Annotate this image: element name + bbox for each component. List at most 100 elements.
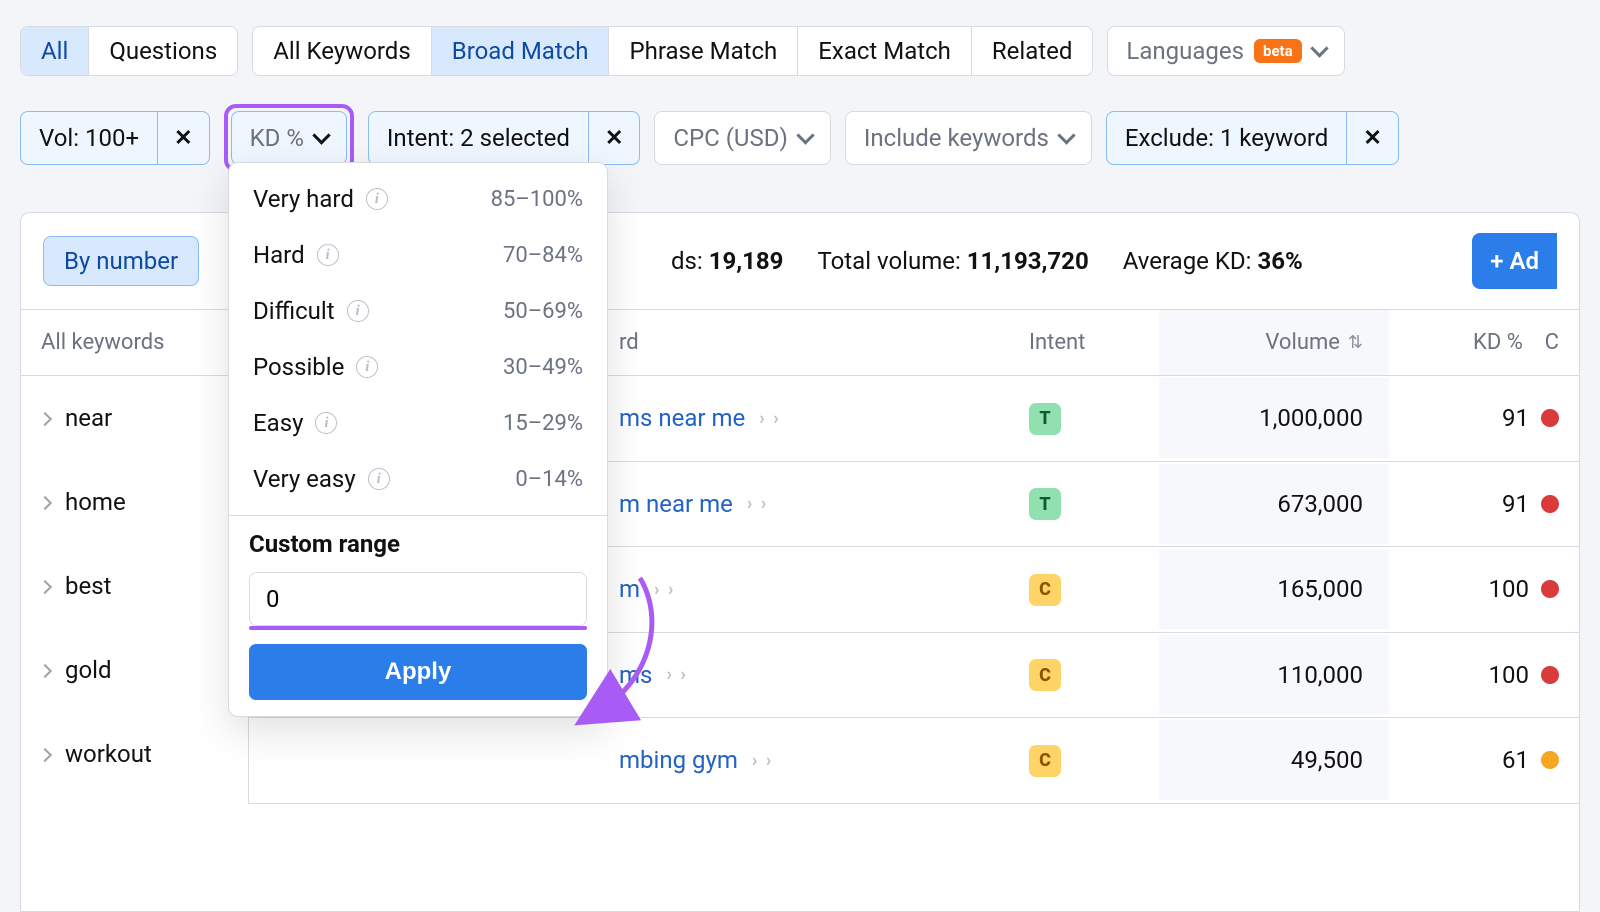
custom-range-from[interactable] <box>250 573 587 625</box>
cell-volume: 49,500 <box>1159 720 1389 800</box>
kd-option-name: Difficult i <box>253 297 369 325</box>
tab-questions[interactable]: Questions <box>89 27 237 75</box>
sidebar-item-label: best <box>65 572 111 600</box>
cell-kd: 100 <box>1389 549 1579 629</box>
kd-dropdown: Very hard i 85–100% Hard i 70–84% Diffic… <box>228 162 608 717</box>
filter-volume-clear[interactable]: ✕ <box>157 112 208 164</box>
info-icon[interactable]: i <box>366 188 388 210</box>
filter-kd[interactable]: KD % <box>231 111 347 165</box>
cell-kd: 91 <box>1389 464 1579 544</box>
col-kd[interactable]: KD % C <box>1389 310 1579 375</box>
cell-intent: C <box>1019 633 1159 718</box>
tab-by-number[interactable]: By number <box>43 236 199 286</box>
col-intent[interactable]: Intent <box>1019 310 1159 375</box>
kd-option-range: 30–49% <box>503 355 583 380</box>
custom-range-label: Custom range <box>249 530 587 558</box>
filter-intent-clear[interactable]: ✕ <box>588 112 639 164</box>
kd-option-range: 15–29% <box>503 411 583 436</box>
chevron-right-icon <box>41 413 51 423</box>
filter-volume[interactable]: Vol: 100+ ✕ <box>20 111 210 165</box>
col-volume[interactable]: Volume ⇅ <box>1159 310 1389 375</box>
sidebar-item[interactable]: gold <box>21 628 248 712</box>
info-icon[interactable]: i <box>315 412 337 434</box>
sidebar-item[interactable]: home <box>21 460 248 544</box>
filter-exclude[interactable]: Exclude: 1 keyword ✕ <box>1106 111 1399 165</box>
cell-volume: 110,000 <box>1159 635 1389 715</box>
kd-option-name: Very hard i <box>253 185 388 213</box>
kd-dot-icon <box>1541 495 1559 513</box>
sort-desc-icon: ⇅ <box>1348 332 1363 353</box>
sidebar-groups: All keywords nearhomebestgoldworkout <box>21 309 249 804</box>
cell-kd: 100 <box>1389 635 1579 715</box>
kd-option[interactable]: Easy i 15–29% <box>229 395 607 451</box>
sidebar-item-label: near <box>65 404 112 432</box>
kd-option[interactable]: Possible i 30–49% <box>229 339 607 395</box>
intent-badge: T <box>1029 488 1061 520</box>
more-icon[interactable]: › › <box>752 750 773 771</box>
sidebar-item-label: home <box>65 488 126 516</box>
chevron-right-icon <box>41 581 51 591</box>
cell-volume: 1,000,000 <box>1159 378 1389 458</box>
more-icon[interactable]: › › <box>666 664 687 685</box>
cell-intent: C <box>1019 718 1159 803</box>
kd-dot-icon <box>1541 666 1559 684</box>
chevron-down-icon <box>1059 131 1073 145</box>
beta-badge: beta <box>1254 39 1302 63</box>
apply-button[interactable]: Apply <box>249 644 587 700</box>
add-button[interactable]: + Ad <box>1472 233 1557 289</box>
filter-exclude-label: Exclude: 1 keyword <box>1107 112 1346 164</box>
sidebar-item[interactable]: workout <box>21 712 248 796</box>
tab-phrase-match[interactable]: Phrase Match <box>609 27 798 75</box>
tab-all-keywords[interactable]: All Keywords <box>253 27 432 75</box>
languages-label: Languages <box>1126 37 1244 65</box>
cell-kd: 61 <box>1389 720 1579 800</box>
filter-cpc-label: CPC (USD) <box>655 112 829 164</box>
chevron-down-icon <box>1312 44 1326 58</box>
kd-option-range: 0–14% <box>515 467 583 492</box>
tab-related[interactable]: Related <box>972 27 1093 75</box>
tab-group-all-questions: All Questions <box>20 26 238 76</box>
kd-dot-icon <box>1541 751 1559 769</box>
kd-option[interactable]: Hard i 70–84% <box>229 227 607 283</box>
cell-intent: C <box>1019 547 1159 632</box>
cell-volume: 165,000 <box>1159 549 1389 629</box>
tab-broad-match[interactable]: Broad Match <box>432 27 610 75</box>
kd-dot-icon <box>1541 409 1559 427</box>
filter-include[interactable]: Include keywords <box>845 111 1092 165</box>
info-icon[interactable]: i <box>317 244 339 266</box>
more-icon[interactable]: › › <box>747 493 768 514</box>
kd-option[interactable]: Very easy i 0–14% <box>229 451 607 507</box>
cell-keyword[interactable]: mbing gym › › <box>249 720 1019 800</box>
chevron-down-icon <box>798 131 812 145</box>
sidebar-item[interactable]: best <box>21 544 248 628</box>
filter-exclude-clear[interactable]: ✕ <box>1346 112 1397 164</box>
kd-option-name: Easy i <box>253 409 337 437</box>
info-icon[interactable]: i <box>356 356 378 378</box>
tab-exact-match[interactable]: Exact Match <box>798 27 972 75</box>
languages-dropdown[interactable]: Languages beta <box>1107 26 1344 76</box>
kd-dot-icon <box>1541 580 1559 598</box>
kd-option[interactable]: Difficult i 50–69% <box>229 283 607 339</box>
highlight-underline <box>249 626 587 630</box>
chevron-right-icon <box>41 497 51 507</box>
info-icon[interactable]: i <box>368 468 390 490</box>
tab-all[interactable]: All <box>21 27 89 75</box>
kd-option-name: Hard i <box>253 241 339 269</box>
filter-intent-label: Intent: 2 selected <box>369 112 588 164</box>
kd-option[interactable]: Very hard i 85–100% <box>229 171 607 227</box>
more-icon[interactable]: › › <box>759 408 780 429</box>
tab-group-match: All Keywords Broad Match Phrase Match Ex… <box>252 26 1093 76</box>
more-icon[interactable]: › › <box>654 579 675 600</box>
filter-volume-label: Vol: 100+ <box>21 112 157 164</box>
filter-cpc[interactable]: CPC (USD) <box>654 111 830 165</box>
filter-intent[interactable]: Intent: 2 selected ✕ <box>368 111 640 165</box>
filter-include-label: Include keywords <box>846 112 1091 164</box>
custom-range-inputs <box>249 572 587 626</box>
info-icon[interactable]: i <box>347 300 369 322</box>
cell-volume: 673,000 <box>1159 464 1389 544</box>
chevron-right-icon <box>41 749 51 759</box>
intent-badge: T <box>1029 403 1061 435</box>
intent-badge: C <box>1029 659 1061 691</box>
kd-option-name: Very easy i <box>253 465 390 493</box>
sidebar-item[interactable]: near <box>21 376 248 460</box>
